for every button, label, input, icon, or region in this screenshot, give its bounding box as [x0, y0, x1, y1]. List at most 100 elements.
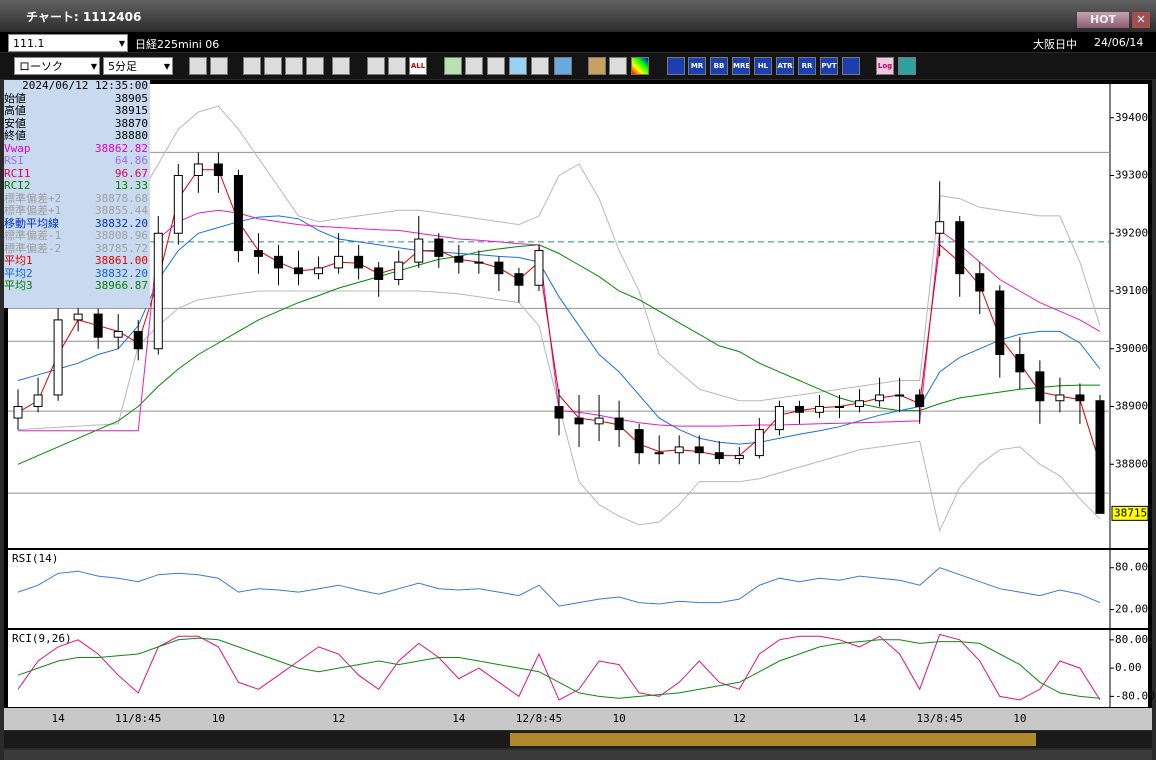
tool-icon[interactable] [842, 57, 860, 75]
tool-icon[interactable] [465, 57, 483, 75]
y-tick-label: 39100 [1115, 284, 1148, 297]
hot-button[interactable]: HOT [1077, 12, 1129, 28]
x-tick-label: 14 [51, 712, 65, 725]
tool-icon[interactable] [531, 57, 549, 75]
tool-icon[interactable]: RR [798, 57, 816, 75]
tool-icon[interactable]: ATR [776, 57, 794, 75]
tool-icon[interactable] [554, 57, 572, 75]
tool-icon[interactable]: PVT [820, 57, 838, 75]
candle-body [814, 406, 824, 413]
overlay-line [17, 105, 1101, 402]
candle-body [1075, 394, 1085, 402]
info-value: 38785.72 [95, 241, 148, 255]
candle-body [73, 313, 83, 321]
instrument: 日経225mini 06 [135, 38, 220, 51]
info-value: 38905 [114, 91, 148, 105]
info-label: 標準偏差+2 [4, 191, 62, 205]
candle-body [654, 452, 664, 455]
tool-icon[interactable] [332, 57, 350, 75]
info-value: 38808.96 [95, 229, 148, 242]
tool-icon[interactable] [487, 57, 505, 75]
info-row: 標準偏差-2 38785.72 [4, 241, 150, 256]
info-value: 38878.68 [95, 191, 148, 205]
style-combo[interactable]: ローソク [14, 57, 100, 76]
tool-icon[interactable]: Log [876, 57, 894, 75]
candle-body [1055, 394, 1065, 402]
info-label: 標準偏差+1 [4, 204, 62, 217]
info-row: 安値 38870 [4, 116, 150, 131]
indicator-line [17, 633, 1101, 701]
info-row: 標準偏差+1 38855.44 [4, 204, 150, 218]
info-value: 38870 [114, 116, 148, 130]
tool-icon[interactable]: MRE [732, 57, 750, 75]
tool-icon[interactable] [609, 57, 627, 75]
y-tick-label: 39400 [1115, 111, 1148, 124]
interval-combo[interactable]: 5分足 [103, 57, 173, 76]
candle-body [33, 394, 43, 408]
tool-icon[interactable] [667, 57, 685, 75]
y-tick-label: 20.00 [1115, 603, 1148, 616]
info-label: 高値 [4, 104, 26, 117]
info-label: 平均2 [4, 266, 33, 280]
y-tick-label: 80.00 [1115, 633, 1148, 646]
last-price-box [1111, 505, 1149, 521]
candle-body [774, 406, 784, 431]
close-button[interactable]: ✕ [1132, 12, 1150, 28]
tool-icon[interactable] [264, 57, 282, 75]
candle-body [314, 267, 324, 275]
candle-body [995, 290, 1005, 356]
info-label: 始値 [4, 91, 26, 105]
y-tick-label: 39000 [1115, 342, 1148, 355]
x-tick-label: 14 [853, 712, 867, 725]
y-tick-label: 0.00 [1115, 661, 1142, 674]
candle-body [193, 163, 203, 177]
symbol-combo[interactable]: 111.1 [8, 34, 128, 53]
candle-body [93, 313, 103, 338]
candle-body [534, 250, 544, 286]
candle-body [955, 221, 965, 275]
tool-icon[interactable]: BB [710, 57, 728, 75]
tool-icon[interactable] [285, 57, 303, 75]
candle-body [614, 417, 624, 431]
candle-body [634, 429, 644, 454]
tool-icon[interactable] [367, 57, 385, 75]
candle-body [334, 255, 344, 269]
tool-icon[interactable] [509, 57, 527, 75]
info-label: 安値 [4, 116, 26, 130]
tool-icon[interactable] [588, 57, 606, 75]
info-row: 平均1 38861.00 [4, 254, 150, 268]
candle-body [13, 406, 23, 419]
candle-body [694, 446, 704, 454]
tool-icon[interactable]: HL [754, 57, 772, 75]
info-row: RCI1 96.67 [4, 167, 150, 181]
tool-icon[interactable] [243, 57, 261, 75]
status-strip [4, 750, 1152, 760]
candle-body [374, 267, 384, 280]
tool-icon[interactable]: ALL [409, 57, 427, 75]
info-row: 移動平均線 38832.20 [4, 217, 150, 231]
info-datetime: 2024/06/12 12:35:00 [22, 79, 148, 92]
tool-icon[interactable]: MR [688, 57, 706, 75]
scroll-thumb[interactable] [510, 733, 1036, 746]
y-tick-label: -80.00 [1115, 689, 1155, 702]
x-tick-label: 12 [332, 712, 345, 725]
tool-icon[interactable] [388, 57, 406, 75]
candle-body [855, 400, 865, 408]
tool-icon[interactable] [444, 57, 462, 75]
candle-body [173, 175, 183, 234]
info-row: 標準偏差-1 38808.96 [4, 229, 150, 243]
candle-body [133, 330, 143, 350]
tool-icon[interactable] [306, 57, 324, 75]
x-tick-label: 11/8:45 [115, 712, 161, 725]
tool-icon[interactable] [189, 57, 207, 75]
candle-body [273, 255, 283, 269]
info-label: RCI2 [4, 179, 31, 192]
tool-icon[interactable] [210, 57, 228, 75]
tool-icon[interactable] [631, 57, 649, 75]
candle-body [574, 417, 584, 425]
candle-body [394, 261, 404, 280]
x-tick-label: 14 [452, 712, 466, 725]
tool-icon[interactable] [898, 57, 916, 75]
info-panel: 2024/06/12 12:35:00 始値 38905 高値 38915 安値 3887… [4, 79, 150, 308]
